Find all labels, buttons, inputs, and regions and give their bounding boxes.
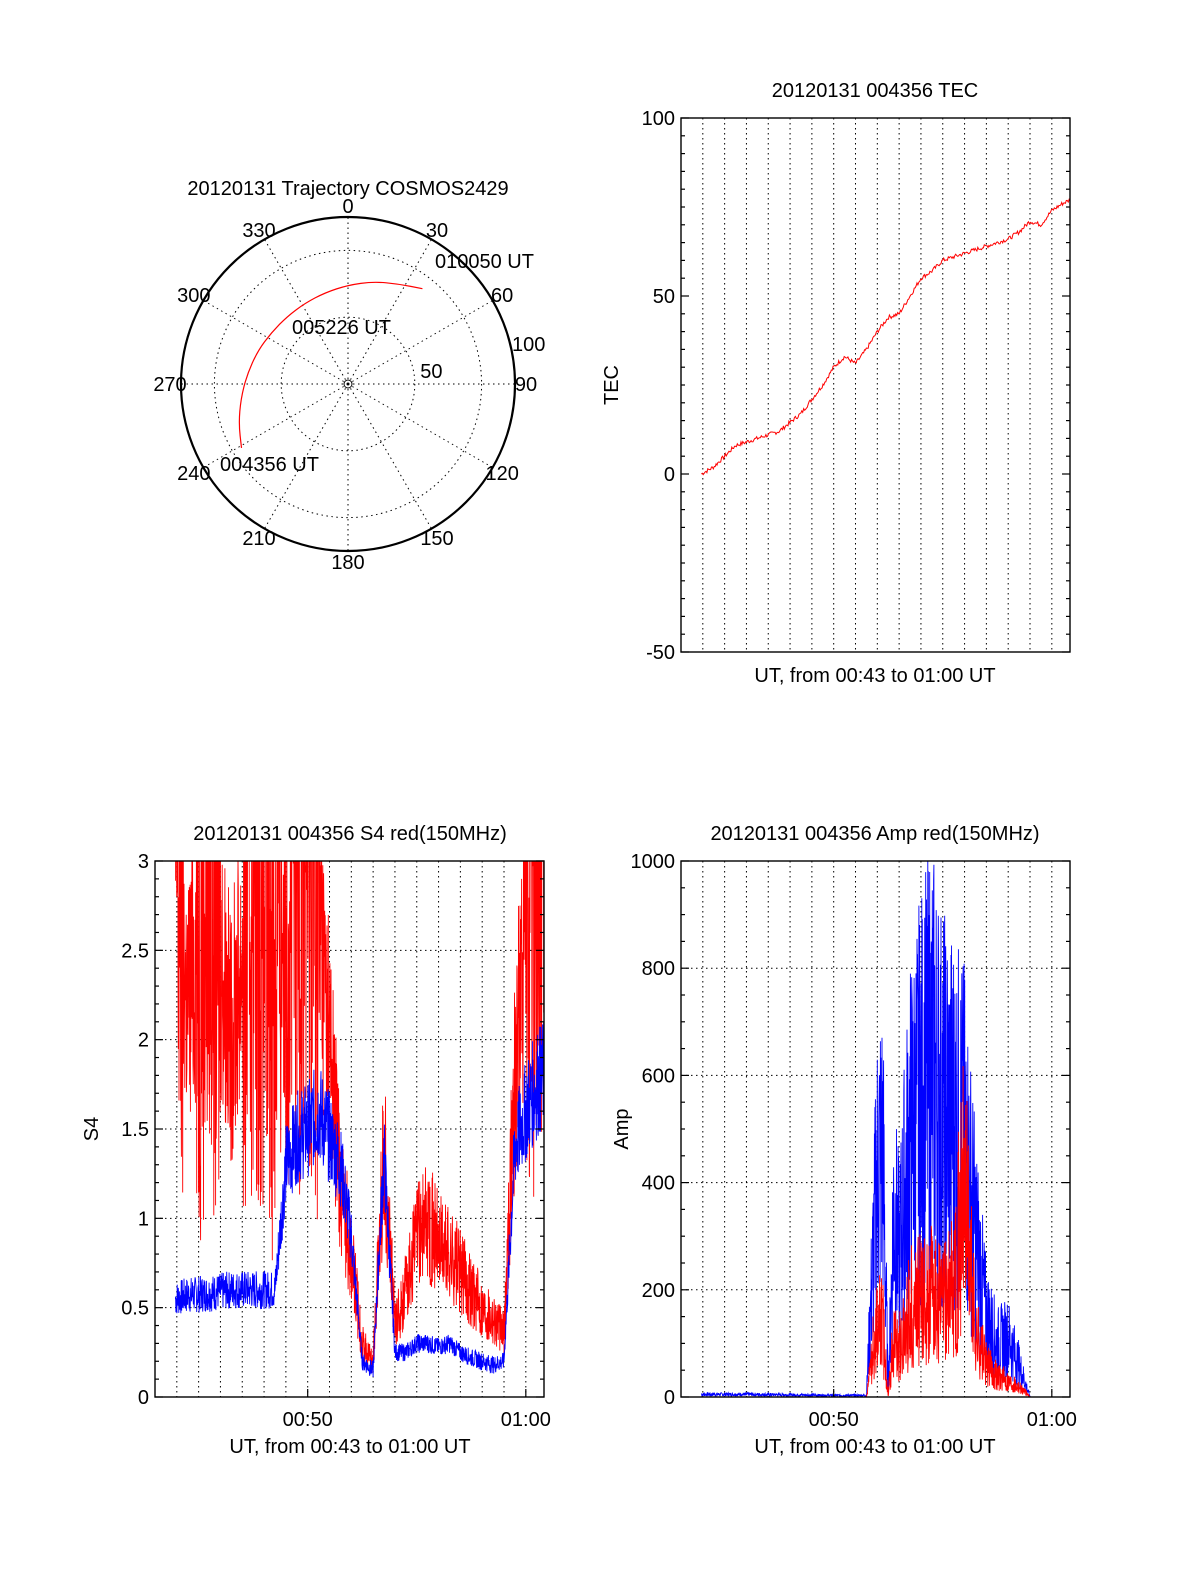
polar-track-series xyxy=(238,281,423,449)
x-tick-label: 01:00 xyxy=(1027,1409,1077,1431)
annotation-mid-time: 005226 UT xyxy=(292,317,391,339)
y-tick-label: 0.5 xyxy=(121,1298,149,1320)
y-tick-label: 0 xyxy=(664,1387,675,1409)
polar-radial-circle xyxy=(213,249,483,519)
s4-title: 20120131 004356 S4 red(150MHz) xyxy=(193,823,507,845)
tec-ylabel: TEC xyxy=(601,365,623,405)
series-line-red xyxy=(701,197,1070,476)
polar-azimuth-label: 60 xyxy=(491,285,513,307)
polar-azimuth-label: 90 xyxy=(515,374,537,396)
x-tick-label: 00:50 xyxy=(283,1409,333,1431)
y-tick-label: 1.5 xyxy=(121,1119,149,1141)
s4-ylabel: S4 xyxy=(81,1117,103,1141)
y-tick-label: 1000 xyxy=(631,851,676,873)
polar-radial-circle xyxy=(280,316,416,452)
tec-grid xyxy=(702,118,1053,652)
series-line-red xyxy=(701,1066,1070,1397)
polar-azimuth-labels: 0 30 60 90 120 150 180 210 240 270 300 330 xyxy=(153,196,537,574)
polar-spoke xyxy=(347,383,493,468)
polar-spoke xyxy=(347,383,432,529)
tec-panel: 20120131 004356 TEC -50 0 50 100 TEC UT, fr… xyxy=(601,80,1071,687)
tec-series-group xyxy=(701,197,1070,476)
tec-plot-frame xyxy=(680,117,1071,653)
polar-azimuth-label: 330 xyxy=(242,220,275,242)
polar-azimuth-label: 180 xyxy=(331,552,364,574)
polar-track-line xyxy=(238,281,423,449)
polar-azimuth-label: 0 xyxy=(342,196,353,218)
y-tick-label: 1 xyxy=(138,1208,149,1230)
y-tick-label: -50 xyxy=(646,642,675,664)
amp-panel: 20120131 004356 Amp red(150MHz) 0 200 400 6… xyxy=(611,823,1077,1458)
polar-azimuth-label: 150 xyxy=(420,528,453,550)
y-tick-label: 200 xyxy=(642,1280,675,1302)
polar-panel: 20120131 Trajectory COSMOS2429 0 30 60 90 12… xyxy=(153,178,545,574)
x-tick-label: 01:00 xyxy=(501,1409,551,1431)
polar-azimuth-label: 300 xyxy=(177,285,210,307)
polar-outer-ring xyxy=(179,215,517,553)
polar-spoke xyxy=(203,300,349,385)
polar-center-marker xyxy=(343,379,353,389)
y-tick-label: 100 xyxy=(642,108,675,130)
x-tick-label: 00:50 xyxy=(809,1409,859,1431)
annotation-end-time: 010050 UT xyxy=(435,251,534,273)
series-line-red xyxy=(175,861,544,1374)
polar-azimuth-label: 240 xyxy=(177,463,210,485)
s4-panel: 20120131 004356 S4 red(150MHz) 0 0.5 1 1.5 2… xyxy=(81,823,551,1458)
s4-xlabel: UT, from 00:43 to 01:00 UT xyxy=(229,1436,470,1458)
y-tick-label: 2.5 xyxy=(121,940,149,962)
s4-axis-ticks: 0 0.5 1 1.5 2 2.5 3 00:50 01:00 xyxy=(121,851,551,1431)
y-tick-label: 2 xyxy=(138,1030,149,1052)
amp-axis-ticks: 0 200 400 600 800 1000 00:50 01:00 xyxy=(631,851,1077,1431)
y-tick-label: 0 xyxy=(664,464,675,486)
series-line-blue xyxy=(174,1021,544,1378)
polar-azimuth-label: 210 xyxy=(242,528,275,550)
polar-radial-labels: 50 100 xyxy=(420,334,545,383)
y-tick-label: 600 xyxy=(642,1065,675,1087)
polar-radial-label: 100 xyxy=(512,334,545,356)
amp-series-group xyxy=(701,861,1070,1397)
polar-azimuth-label: 120 xyxy=(485,463,518,485)
polar-title: 20120131 Trajectory COSMOS2429 xyxy=(187,178,508,200)
y-tick-label: 400 xyxy=(642,1173,675,1195)
y-tick-label: 0 xyxy=(138,1387,149,1409)
tec-xlabel: UT, from 00:43 to 01:00 UT xyxy=(754,665,995,687)
amp-title: 20120131 004356 Amp red(150MHz) xyxy=(710,823,1039,845)
polar-grid xyxy=(179,215,517,553)
annotation-start-time: 004356 UT xyxy=(220,454,319,476)
amp-xlabel: UT, from 00:43 to 01:00 UT xyxy=(754,1436,995,1458)
series-line-blue xyxy=(701,861,1070,1397)
polar-spoke xyxy=(347,239,432,385)
polar-spoke xyxy=(264,239,349,385)
polar-radial-label: 50 xyxy=(420,361,442,383)
y-tick-label: 50 xyxy=(653,286,675,308)
s4-series-group xyxy=(174,861,544,1378)
y-tick-label: 800 xyxy=(642,958,675,980)
tec-title: 20120131 004356 TEC xyxy=(772,80,978,102)
tec-axis-ticks: -50 0 50 100 xyxy=(642,108,1070,664)
y-tick-label: 3 xyxy=(138,851,149,873)
polar-azimuth-label: 30 xyxy=(426,220,448,242)
amp-ylabel: Amp xyxy=(611,1108,633,1149)
polar-azimuth-label: 270 xyxy=(153,374,186,396)
